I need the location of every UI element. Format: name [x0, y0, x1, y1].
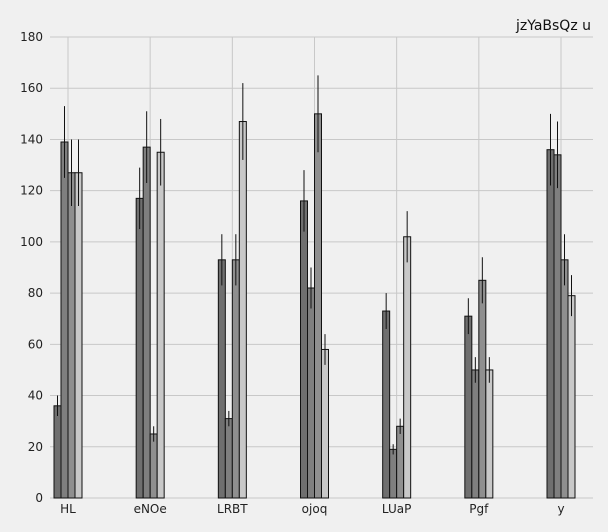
- bar: [307, 287, 315, 499]
- bar: [396, 425, 405, 499]
- bar: [142, 146, 151, 499]
- bar: [382, 310, 391, 499]
- bar: [238, 121, 247, 499]
- y-tick-label: 80: [28, 286, 43, 300]
- y-tick-label: 120: [20, 184, 43, 198]
- x-tick-label: HL: [60, 502, 76, 516]
- y-tick-label: 140: [20, 132, 43, 146]
- error-bars: [57, 75, 572, 455]
- bar: [231, 259, 240, 499]
- x-tick-label: Pgf: [469, 502, 489, 516]
- bar: [471, 369, 480, 499]
- bar: [135, 197, 144, 499]
- bar: [74, 172, 83, 499]
- bar: [156, 151, 165, 499]
- bar: [567, 295, 576, 499]
- bar: [53, 405, 62, 499]
- x-tick-label: ojoq: [302, 502, 328, 516]
- bar: [60, 141, 69, 499]
- bar: [314, 113, 322, 499]
- bar: [321, 348, 329, 499]
- bar: [403, 236, 412, 499]
- y-tick-label: 180: [20, 30, 43, 44]
- bar: [67, 172, 76, 499]
- y-tick-label: 60: [28, 337, 43, 351]
- x-tick-label: y: [557, 502, 564, 516]
- x-tick-label: LUaP: [382, 502, 411, 516]
- y-axis-ticks: 0 20 40 60 80 100 120 140 160 180: [20, 30, 43, 505]
- bar: [149, 433, 158, 499]
- y-tick-label: 0: [35, 491, 43, 505]
- bar: [464, 315, 473, 499]
- x-tick-label: eNOe: [134, 502, 167, 516]
- y-tick-label: 160: [20, 81, 43, 95]
- bar: [485, 369, 494, 499]
- bar: [217, 259, 226, 499]
- bar: [553, 154, 562, 499]
- bar: [389, 448, 398, 499]
- bar: [224, 418, 233, 499]
- bar: [560, 259, 569, 499]
- chart-title: jzYaBsQz u: [515, 18, 591, 34]
- bar: [546, 149, 555, 499]
- y-tick-label: 100: [20, 235, 43, 249]
- y-tick-label: 20: [28, 440, 43, 454]
- x-tick-label: LRBT: [217, 502, 248, 516]
- bar: [478, 279, 487, 499]
- x-axis-labels: HL eNOe LRBT ojoq LUaP Pgf y: [60, 502, 564, 516]
- bar: [300, 200, 308, 499]
- y-tick-label: 40: [28, 389, 43, 403]
